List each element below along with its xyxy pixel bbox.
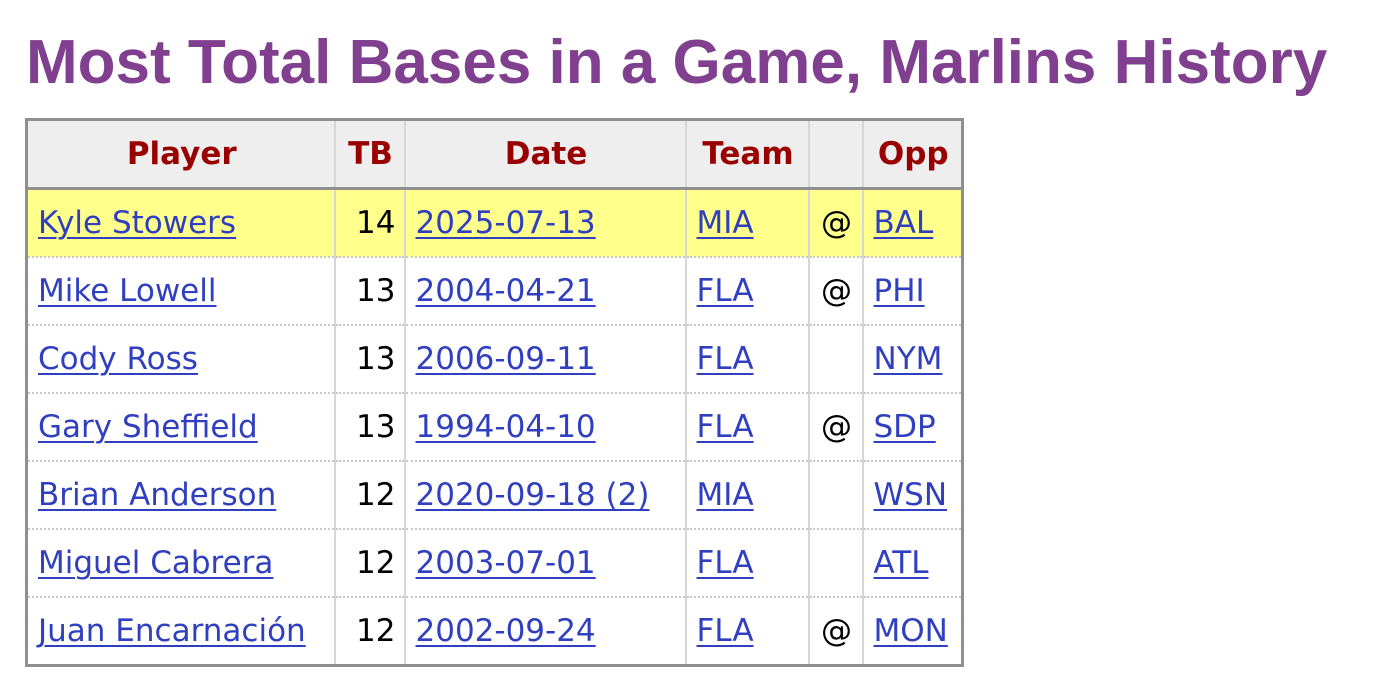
table-row: Kyle Stowers 14 2025-07-13 MIA @ BAL	[26, 188, 963, 258]
table-row: Mike Lowell 13 2004-04-21 FLA @ PHI	[26, 257, 963, 326]
header-player[interactable]: Player	[26, 119, 336, 190]
away-marker	[808, 325, 864, 394]
team-link[interactable]: FLA	[696, 545, 754, 581]
tb-value: 12	[334, 597, 406, 666]
opp-link[interactable]: WSN	[873, 477, 948, 513]
team-link[interactable]: FLA	[696, 613, 754, 649]
opp-link[interactable]: SDP	[873, 409, 936, 445]
date-link[interactable]: 2025-07-13	[415, 205, 596, 241]
date-link[interactable]: 2002-09-24	[415, 613, 596, 649]
tb-value: 13	[334, 325, 406, 394]
date-link[interactable]: 1994-04-10	[415, 409, 596, 445]
team-link[interactable]: FLA	[696, 273, 754, 309]
table-row: Juan Encarnación 12 2002-09-24 FLA @ MON	[26, 597, 963, 666]
away-marker: @	[808, 188, 864, 258]
opp-link[interactable]: BAL	[873, 205, 934, 241]
player-link[interactable]: Gary Sheffield	[38, 409, 258, 445]
opp-link[interactable]: MON	[873, 613, 948, 649]
team-link[interactable]: MIA	[696, 477, 754, 513]
date-link[interactable]: 2020-09-18 (2)	[415, 477, 650, 513]
table-row: Miguel Cabrera 12 2003-07-01 FLA ATL	[26, 529, 963, 598]
team-link[interactable]: MIA	[696, 205, 754, 241]
tb-value: 12	[334, 529, 406, 598]
player-link[interactable]: Kyle Stowers	[38, 205, 237, 241]
header-opp[interactable]: Opp	[862, 119, 963, 190]
opp-link[interactable]: PHI	[873, 273, 925, 309]
tb-value: 14	[334, 188, 406, 258]
date-link[interactable]: 2004-04-21	[415, 273, 596, 309]
date-link[interactable]: 2003-07-01	[415, 545, 596, 581]
date-link[interactable]: 2006-09-11	[415, 341, 596, 377]
table-row: Gary Sheffield 13 1994-04-10 FLA @ SDP	[26, 393, 963, 462]
header-tb[interactable]: TB	[334, 119, 406, 190]
away-marker	[808, 461, 864, 530]
player-link[interactable]: Cody Ross	[38, 341, 198, 377]
away-marker: @	[808, 257, 864, 326]
tb-value: 13	[334, 257, 406, 326]
header-date[interactable]: Date	[404, 119, 687, 190]
opp-link[interactable]: ATL	[873, 545, 929, 581]
tb-value: 13	[334, 393, 406, 462]
player-link[interactable]: Juan Encarnación	[38, 613, 306, 649]
player-link[interactable]: Brian Anderson	[38, 477, 277, 513]
header-at	[808, 119, 864, 190]
table-row: Cody Ross 13 2006-09-11 FLA NYM	[26, 325, 963, 394]
tb-value: 12	[334, 461, 406, 530]
away-marker: @	[808, 393, 864, 462]
table-row: Brian Anderson 12 2020-09-18 (2) MIA WSN	[26, 461, 963, 530]
table-header-row: Player TB Date Team Opp	[26, 119, 963, 190]
team-link[interactable]: FLA	[696, 409, 754, 445]
player-link[interactable]: Mike Lowell	[38, 273, 217, 309]
header-team[interactable]: Team	[685, 119, 810, 190]
player-link[interactable]: Miguel Cabrera	[38, 545, 274, 581]
total-bases-table: Player TB Date Team Opp Kyle Stowers 14 …	[25, 118, 964, 667]
away-marker	[808, 529, 864, 598]
team-link[interactable]: FLA	[696, 341, 754, 377]
away-marker: @	[808, 597, 864, 666]
opp-link[interactable]: NYM	[873, 341, 943, 377]
page-title: Most Total Bases in a Game, Marlins Hist…	[26, 28, 1328, 97]
